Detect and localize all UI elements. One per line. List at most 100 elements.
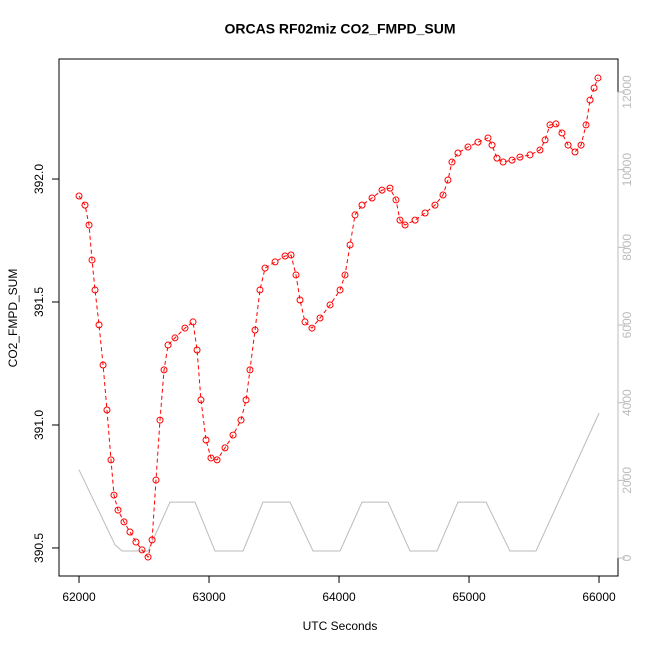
y2-tick-label: 2000 (620, 467, 634, 494)
y2-tick-label: 0 (620, 554, 634, 561)
data-point (91, 286, 99, 294)
data-point (152, 476, 160, 484)
data-point (193, 346, 201, 354)
data-point (439, 191, 447, 199)
data-point (132, 538, 140, 546)
data-point (120, 518, 128, 526)
data-point (444, 176, 452, 184)
data-point (316, 314, 324, 322)
data-point (160, 366, 168, 374)
data-point (516, 153, 524, 161)
data-point (181, 324, 189, 332)
data-point (368, 194, 376, 202)
data-point (341, 271, 349, 279)
data-point (499, 158, 507, 166)
x-tick-label: 65000 (452, 590, 486, 604)
data-point (229, 431, 237, 439)
data-point (448, 158, 456, 166)
y-tick-label: 392.0 (32, 164, 46, 194)
data-point (114, 506, 122, 514)
data-point (558, 129, 566, 137)
data-point (493, 154, 501, 162)
data-point (171, 334, 179, 342)
y2-tick-label: 8000 (620, 234, 634, 261)
x-tick-label: 62000 (62, 590, 96, 604)
data-point (464, 143, 472, 151)
data-point (421, 209, 429, 217)
data-point (251, 326, 259, 334)
data-point (346, 241, 354, 249)
data-point (308, 324, 316, 332)
data-point (213, 456, 221, 464)
data-point (326, 301, 334, 309)
data-point (189, 318, 197, 326)
data-point (454, 149, 462, 157)
data-point (301, 318, 309, 326)
data-point (571, 148, 579, 156)
plot-box (58, 58, 619, 577)
data-point (431, 201, 439, 209)
data-point (88, 256, 96, 264)
data-point (164, 341, 172, 349)
data-point (401, 221, 409, 229)
y2-axis: 0 2000 4000 6000 8000 10000 12000 (617, 75, 634, 561)
data-point (110, 491, 118, 499)
y-tick-label: 391.0 (32, 410, 46, 440)
data-point (75, 192, 83, 200)
data-point (202, 436, 210, 444)
data-point (358, 201, 366, 209)
data-point (242, 396, 250, 404)
data-point (103, 406, 111, 414)
data-point (148, 536, 156, 544)
data-point (95, 321, 103, 329)
y2-tick-label: 10000 (620, 153, 634, 187)
data-point (564, 141, 572, 149)
data-point (99, 361, 107, 369)
data-point (552, 120, 560, 128)
data-point (107, 456, 115, 464)
data-point (526, 151, 534, 159)
y2-tick-label: 4000 (620, 389, 634, 416)
data-point (411, 216, 419, 224)
data-point (296, 296, 304, 304)
data-point (594, 74, 602, 82)
data-point (484, 134, 492, 142)
data-point (292, 271, 300, 279)
data-point (586, 96, 594, 104)
data-point (541, 136, 549, 144)
y-tick-label: 390.5 (32, 533, 46, 563)
series-line (78, 77, 599, 559)
data-point (237, 416, 245, 424)
data-point (590, 84, 598, 92)
y2-tick-label: 12000 (620, 75, 634, 109)
y-axis-label: CO2_FMPD_SUM (6, 269, 20, 368)
data-point (351, 211, 359, 219)
data-point (271, 258, 279, 266)
data-point (577, 141, 585, 149)
data-point (386, 184, 394, 192)
data-point (144, 553, 152, 561)
x-tick-label: 63000 (192, 590, 226, 604)
data-point (488, 141, 496, 149)
x-tick-label: 64000 (322, 590, 356, 604)
data-point (85, 221, 93, 229)
data-point (287, 251, 295, 259)
x-tick-label: 66000 (582, 590, 616, 604)
data-point (256, 286, 264, 294)
data-point (126, 528, 134, 536)
data-point (582, 121, 590, 129)
data-point (81, 201, 89, 209)
x-axis-label: UTC Seconds (303, 619, 378, 633)
data-point (261, 264, 269, 272)
y-tick-label: 391.5 (32, 287, 46, 317)
data-point (474, 138, 482, 146)
data-point (197, 396, 205, 404)
data-point (207, 454, 215, 462)
data-point (221, 444, 229, 452)
chart-title: ORCAS RF02miz CO2_FMPD_SUM (224, 21, 455, 37)
data-point (378, 186, 386, 194)
data-point (396, 216, 404, 224)
data-point (156, 416, 164, 424)
data-point (246, 366, 254, 374)
